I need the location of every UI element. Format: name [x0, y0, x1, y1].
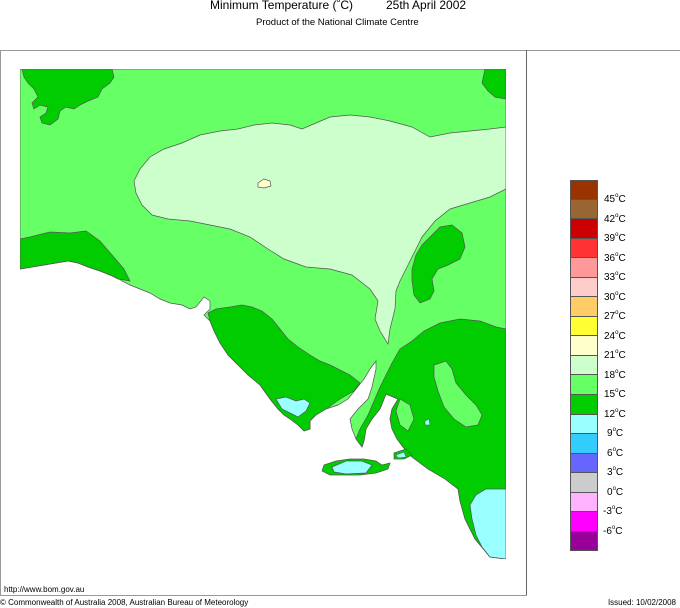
legend-swatch [570, 316, 598, 337]
legend-label: 0oC [607, 485, 624, 498]
map-frame [0, 50, 680, 596]
legend-swatch [570, 531, 598, 552]
legend-label: 39oC [604, 232, 626, 244]
legend-swatch [570, 238, 598, 259]
legend-label: 15oC [604, 388, 626, 400]
legend-swatch [570, 473, 598, 493]
legend-swatch [570, 434, 598, 454]
legend-label: 12oC [604, 407, 626, 420]
frame-bottom-border [0, 595, 527, 596]
legend-swatch [570, 258, 598, 278]
legend-swatch [570, 355, 598, 376]
legend-swatch [570, 336, 598, 356]
temperature-map [20, 69, 506, 559]
title-text: Minimum Temperature (oC) [210, 0, 354, 12]
legend-label: 18oC [604, 368, 626, 381]
legend-label: 42oC [604, 212, 626, 225]
legend-label: 9oC [607, 427, 624, 439]
legend-label: 3oC [607, 466, 624, 478]
frame-divider [526, 50, 527, 596]
legend-swatch [570, 219, 598, 239]
legend-swatch [570, 277, 598, 298]
legend-swatch [570, 180, 598, 200]
temperature-legend [570, 180, 598, 552]
legend-label: 36oC [604, 251, 626, 264]
legend-label: 45oC [604, 193, 626, 205]
legend-swatch [570, 375, 598, 396]
legend-label: 30oC [604, 290, 626, 303]
legend-label: -6oC [603, 524, 623, 537]
legend-swatch [570, 297, 598, 317]
copyright-notice: © Commonwealth of Australia 2008, Austra… [0, 598, 249, 607]
band-18-21-central [133, 114, 506, 346]
band-12-15-nw [21, 69, 115, 126]
band-15-18-southeast-inner [433, 360, 483, 428]
legend-swatch [570, 414, 598, 435]
legend-label: 33oC [604, 271, 626, 283]
issued-date: Issued: 10/02/2008 [607, 598, 676, 607]
band-12-15-flinders [411, 224, 466, 304]
legend-label: 21oC [604, 349, 626, 361]
map-title: Minimum Temperature (oC) 25th April 2002 [0, 0, 680, 16]
band-9-12-eyre [275, 396, 311, 418]
legend-label: -3oC [603, 505, 623, 517]
bom-url-link[interactable]: http://www.bom.gov.au [4, 585, 85, 594]
legend-swatch [570, 492, 598, 513]
band-21-24-spot [257, 178, 272, 189]
legend-label: 27oC [604, 310, 626, 322]
title-date: 25th April 2002 [386, 0, 467, 12]
legend-swatch [570, 512, 598, 532]
legend-swatch [570, 199, 598, 220]
band-12-15-southeast [355, 318, 506, 559]
band-12-15-eyre [207, 304, 361, 432]
band-9-12-southeast [469, 488, 506, 559]
legend-swatch [570, 395, 598, 415]
legend-label: 24oC [604, 329, 626, 342]
legend-label: 6oC [607, 446, 624, 459]
legend-swatch [570, 453, 598, 474]
band-12-15-west [20, 230, 131, 282]
